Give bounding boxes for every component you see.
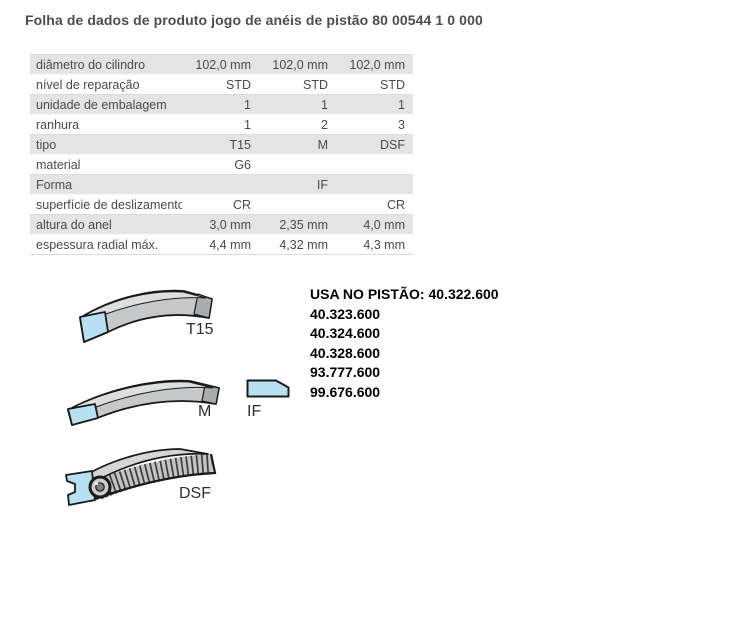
row-label: nível de reparação (36, 77, 140, 92)
table-row: Forma IF (30, 174, 413, 195)
row-value: T15 (229, 137, 251, 152)
row-value: 3 (398, 117, 405, 132)
row-value (182, 175, 259, 195)
row-value: 2 (321, 117, 328, 132)
row-value: STD (380, 77, 405, 92)
row-value: 3,0 mm (209, 217, 251, 232)
table-row: superfície de deslizamento CR CR (30, 194, 413, 215)
usage-line: 40.323.600 (310, 305, 381, 322)
row-label: altura do anel (36, 217, 112, 232)
row-value: CR (386, 197, 405, 212)
table-row: diâmetro do cilindro 102,0 mm 102,0 mm 1… (30, 54, 413, 75)
row-value: 1 (244, 117, 251, 132)
row-value: STD (226, 77, 251, 92)
page-title: Folha de dados de produto jogo de anéis … (25, 12, 483, 28)
row-value: G6 (234, 157, 251, 172)
row-value: DSF (380, 137, 405, 152)
dsf-ring-diagram (65, 448, 217, 506)
row-value: 1 (398, 97, 405, 112)
row-value: 102,0 mm (349, 57, 405, 72)
row-value: 4,0 mm (363, 217, 405, 232)
m-ring-diagram (67, 379, 220, 426)
usage-line: 93.777.600 (310, 364, 381, 380)
row-label: diâmetro do cilindro (36, 57, 146, 72)
row-value: 1 (321, 97, 328, 112)
usage-line: 99.676.600 (310, 383, 381, 400)
m-label: M (198, 403, 212, 420)
if-cross-section-diagram (246, 379, 290, 398)
row-label: Forma (36, 177, 73, 192)
row-value (336, 175, 413, 195)
row-value: M (317, 137, 328, 152)
usage-line: USA NO PISTÃO: 40.322.600 (310, 286, 499, 302)
usage-line: 40.324.600 (310, 325, 381, 341)
table-row: unidade de embalagem 1 1 1 (30, 94, 413, 115)
row-value: 102,0 mm (195, 57, 251, 72)
dsf-label: DSF (179, 485, 211, 502)
row-label: tipo (36, 137, 57, 152)
table-row: espessura radial máx. 4,4 mm 4,32 mm 4,3… (30, 234, 413, 255)
row-value: 4,3 mm (363, 237, 405, 252)
row-value: 102,0 mm (272, 57, 328, 72)
table-row: material G6 (30, 154, 413, 175)
t15-ring-diagram (79, 289, 213, 343)
row-label: material (36, 157, 81, 172)
row-value: 2,35 mm (279, 217, 328, 232)
table-row: ranhura 1 2 3 (30, 114, 413, 135)
row-label: espessura radial máx. (36, 237, 159, 252)
row-value (259, 155, 336, 175)
row-label: unidade de embalagem (36, 97, 167, 112)
table-row: tipo T15 M DSF (30, 134, 413, 155)
row-value (259, 195, 336, 215)
row-value: 1 (244, 97, 251, 112)
row-value: CR (232, 197, 251, 212)
row-value: 4,4 mm (209, 237, 251, 252)
table-row: nível de reparação STD STD STD (30, 74, 413, 95)
row-label: ranhura (36, 117, 80, 132)
t15-label: T15 (186, 321, 214, 338)
table-row: altura do anel 3,0 mm 2,35 mm 4,0 mm (30, 214, 413, 235)
product-data-table: diâmetro do cilindro 102,0 mm 102,0 mm 1… (30, 54, 413, 255)
row-value (336, 155, 413, 175)
if-label: IF (247, 403, 262, 420)
row-value: STD (303, 77, 328, 92)
row-value: IF (316, 177, 328, 192)
piston-usage-list: USA NO PISTÃO: 40.322.600 40.323.600 40.… (310, 285, 499, 402)
row-label: superfície de deslizamento (36, 197, 182, 212)
row-value: 4,32 mm (279, 237, 328, 252)
usage-line: 40.328.600 (310, 344, 381, 361)
